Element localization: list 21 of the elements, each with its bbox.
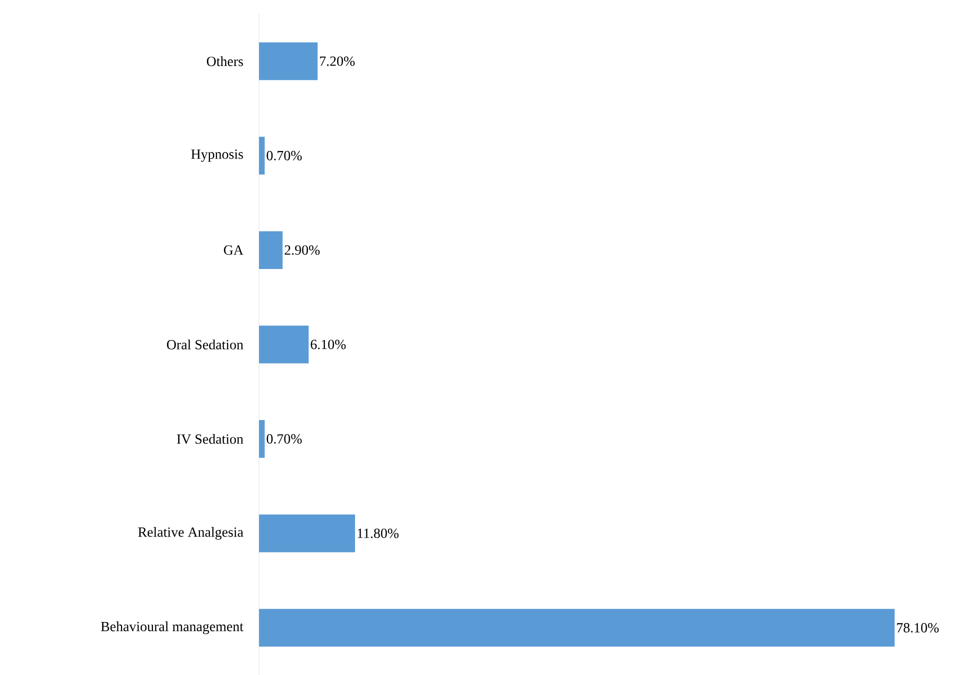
y-tick-label: Behavioural management [100,621,244,634]
data-label: 11.80% [358,528,399,538]
bar [259,608,895,647]
data-label: 6.10% [310,340,346,350]
bar [259,420,265,458]
data-label: 0.70% [266,434,302,444]
bar [259,231,283,269]
bar [259,42,318,80]
data-label: 7.20% [320,56,355,66]
bar [259,326,309,364]
y-tick-label: Others [206,56,243,66]
y-tick-label: Hypnosis [191,150,243,162]
bar [259,514,356,552]
data-label: 2.90% [284,245,320,255]
y-tick-label: GA [224,245,244,255]
data-label: 78.10% [897,623,939,633]
y-tick-label: IV Sedation [176,434,244,444]
y-tick-label: Oral Sedation [166,340,244,350]
y-tick-label: Relative Analgesia [138,527,244,540]
data-label: 0.70% [266,150,302,160]
bar [259,136,265,175]
